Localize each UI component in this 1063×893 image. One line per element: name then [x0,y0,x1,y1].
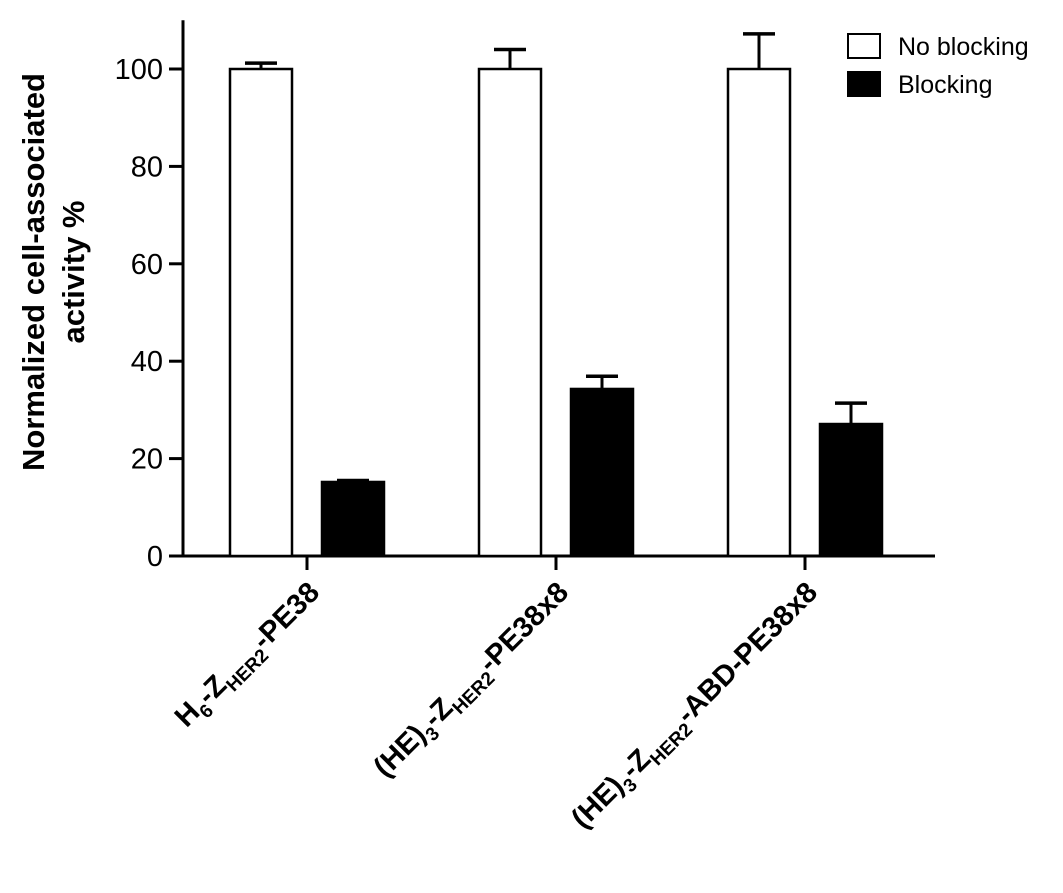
error-bars [245,32,867,483]
y-axis-label-line: Normalized cell-associated [16,73,51,471]
bars [228,67,884,558]
y-tick-label: 20 [131,444,163,476]
x-axis [181,554,935,570]
bar [726,67,792,558]
y-axis-label-line: activity % [56,200,91,343]
legend-label: No blocking [898,33,1029,61]
y-tick-label: 0 [147,541,163,573]
bar [477,67,543,558]
y-tick-label: 60 [131,249,163,281]
legend-label: Blocking [898,71,993,99]
bar [818,422,884,558]
category-labels: H6-ZHER2-PE38(HE)3-ZHER2-PE38x8(HE)3-ZHE… [169,576,828,839]
y-tick-label: 100 [115,54,163,86]
y-tick-label: 40 [131,346,163,378]
bar [228,67,294,558]
bar [320,480,386,558]
bar [569,387,635,558]
legend-swatch [847,33,881,59]
legend-item: No blocking [847,33,1029,61]
legend-item: Blocking [847,71,993,99]
x-tick-label: H6-ZHER2-PE38 [169,576,330,737]
y-axis: 0 20 40 60 80 100 [115,20,185,573]
legend-swatch [847,71,881,97]
y-axis-label: Normalized cell-associated activity % [16,73,91,471]
y-tick-label: 80 [131,151,163,183]
legend: No blocking Blocking [847,33,1029,99]
x-tick-label: (HE)3-ZHER2-ABD-PE38x8 [565,576,828,839]
x-tick-label: (HE)3-ZHER2-PE38x8 [368,576,580,788]
